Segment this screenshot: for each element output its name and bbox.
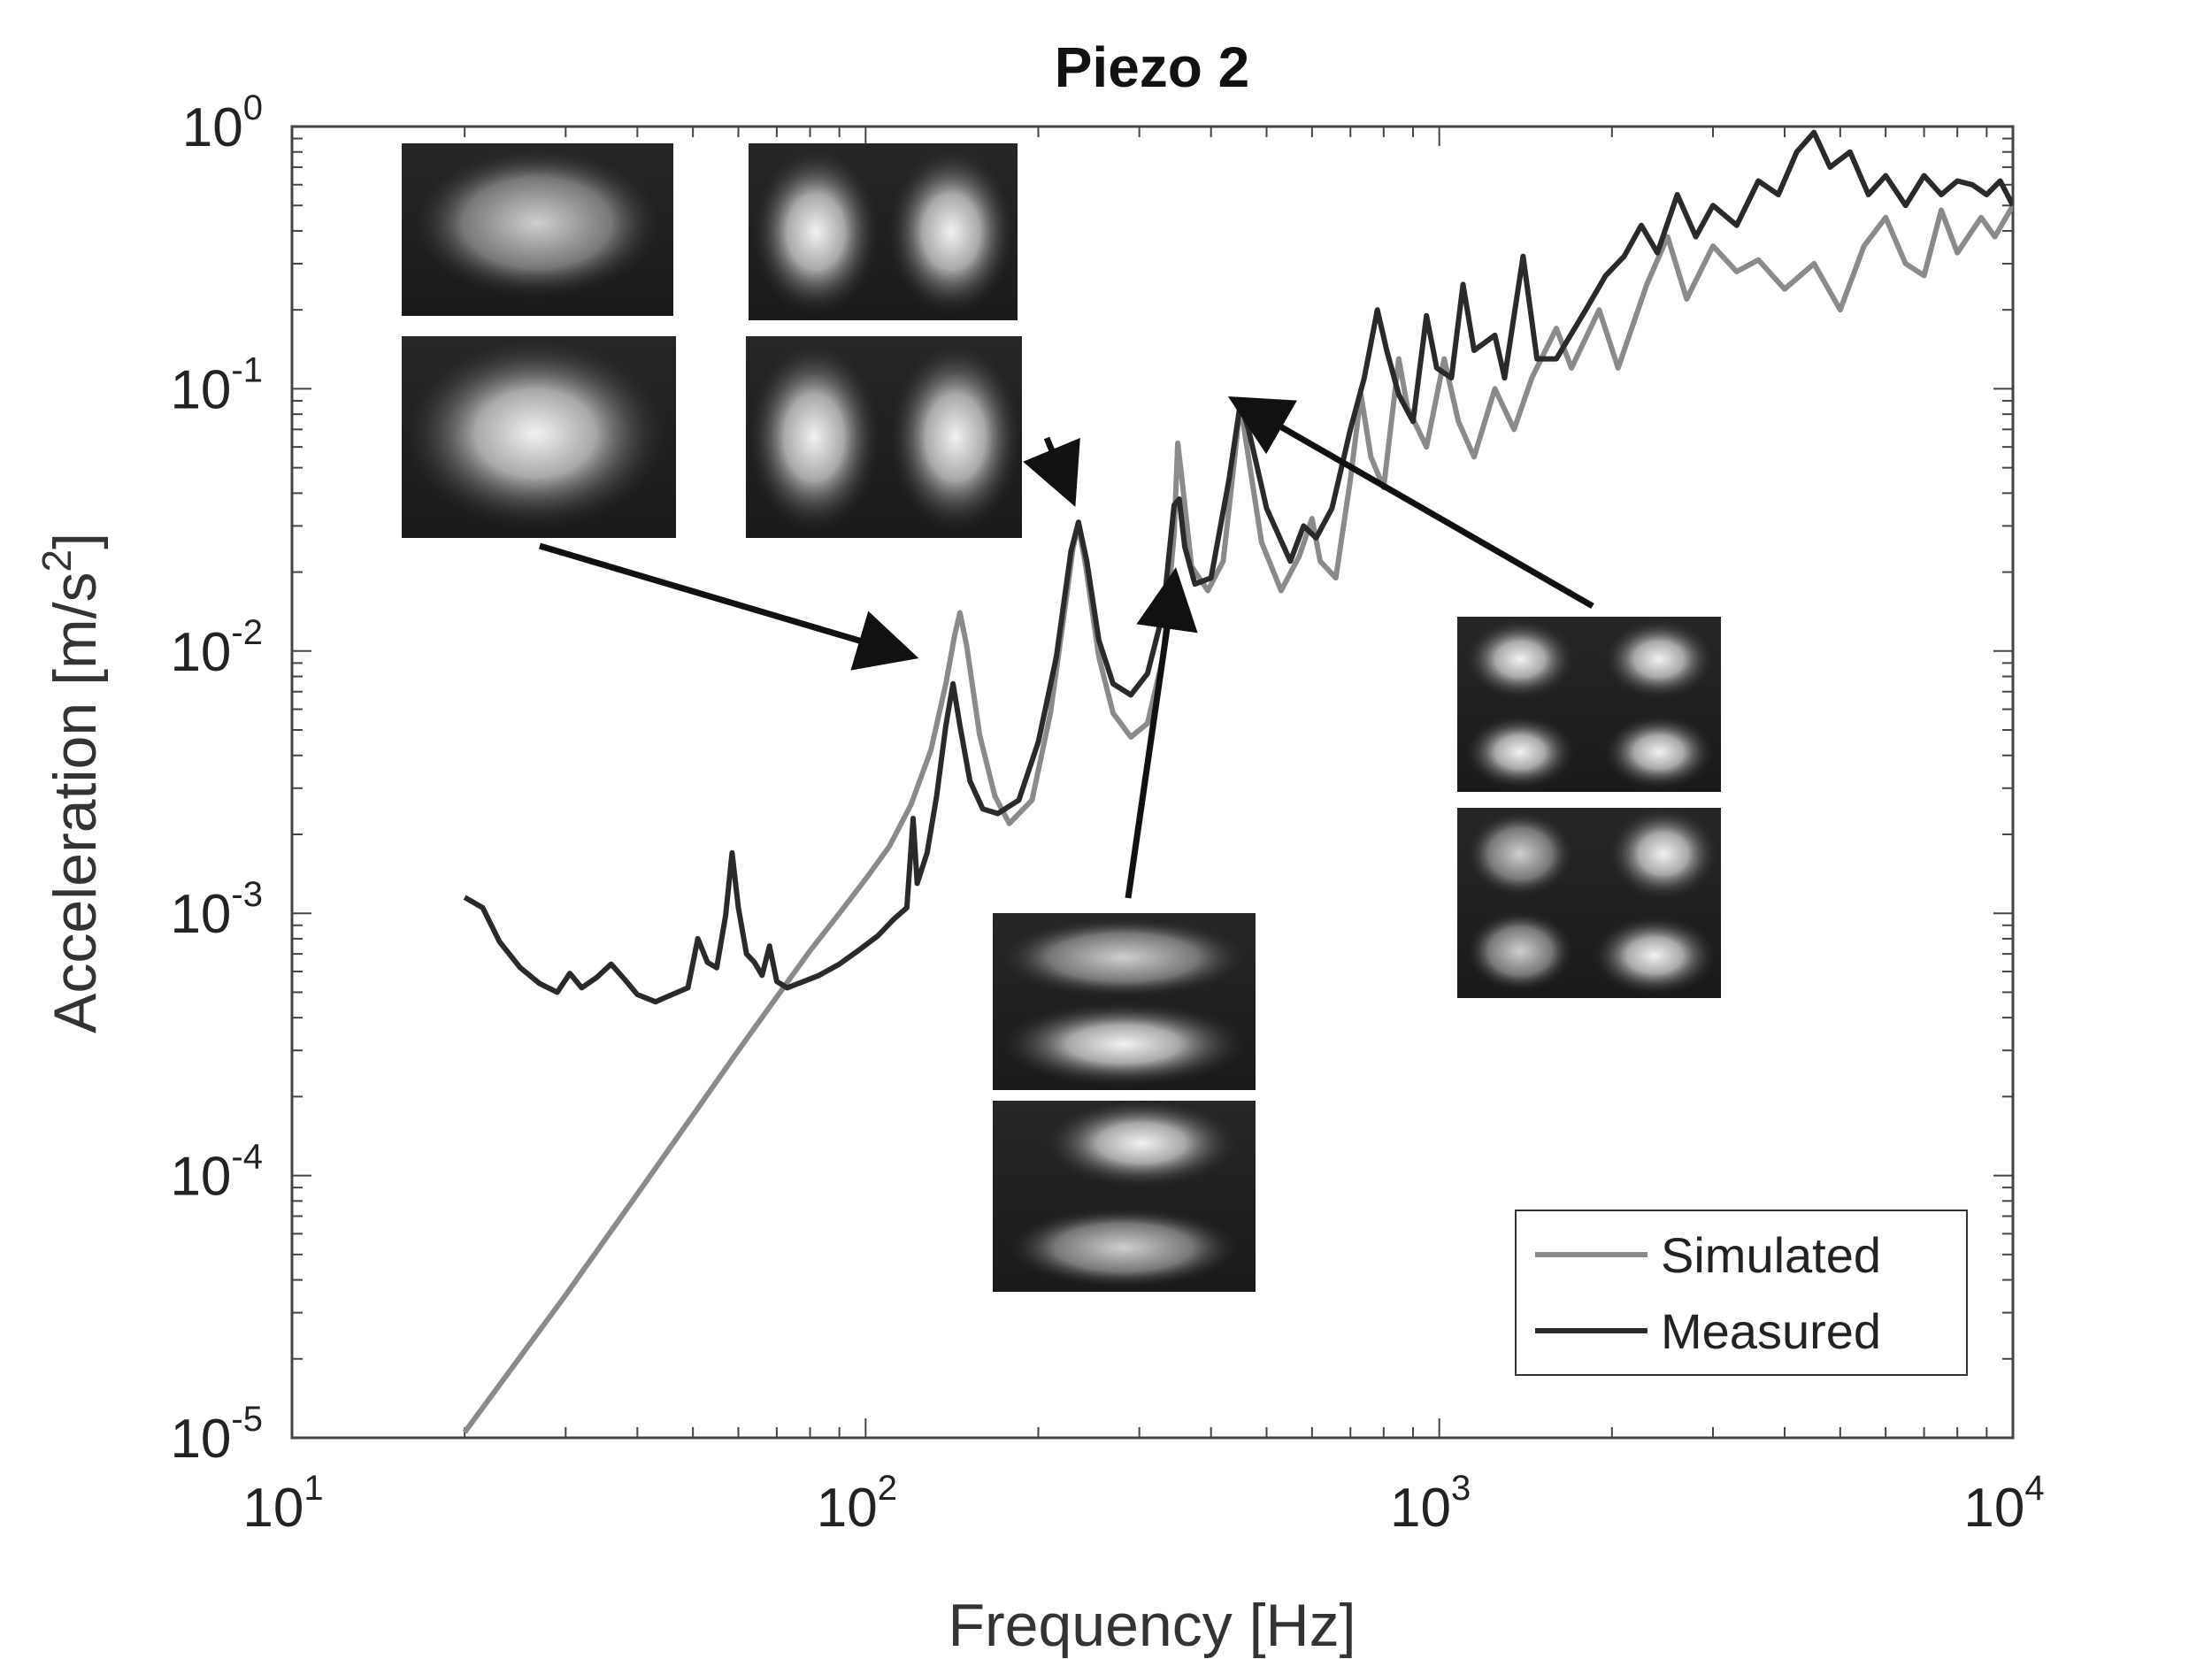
arrow-1 [539, 542, 919, 671]
y-tick-label: 10-3 [170, 875, 263, 945]
x-tick-label: 103 [1390, 1469, 1471, 1539]
legend: Simulated Measured [1515, 1210, 1968, 1376]
legend-label-measured: Measured [1661, 1303, 1881, 1359]
mode-shape-inset-4 [1457, 617, 1721, 998]
legend-box [1515, 1210, 1968, 1376]
x-tick-label: 102 [817, 1469, 897, 1539]
x-axis-label: Frequency [Hz] [948, 1592, 1356, 1659]
legend-label-simulated: Simulated [1661, 1227, 1881, 1283]
x-tick-label: 104 [1963, 1469, 2044, 1539]
y-axis-label-end: ] [42, 533, 109, 549]
y-axis-label-main: Acceleration [m/s [42, 572, 109, 1033]
arrow-2 [1023, 436, 1080, 507]
mode-shape-inset-3 [993, 913, 1256, 1292]
y-tick-label: 10-4 [170, 1138, 263, 1208]
y-tick-label: 10-2 [170, 613, 263, 683]
x-tick-label: 101 [242, 1469, 323, 1539]
x-tick-labels: 101 102 103 104 [242, 1469, 2044, 1539]
mode-shape-inset-2 [746, 143, 1022, 538]
y-tick-label: 100 [182, 88, 263, 158]
arrow-4 [1227, 396, 1594, 610]
annotation-arrows [539, 396, 1594, 899]
y-tick-labels: 100 10-1 10-2 10-3 10-4 10-5 [170, 88, 263, 1470]
y-tick-label: 10-1 [170, 350, 263, 420]
axis-ticks [291, 126, 2014, 1439]
arrow-3 [1125, 567, 1198, 899]
y-axis-label-exp: 2 [34, 549, 80, 572]
mode-shape-inset-1 [402, 143, 676, 538]
series-line-simulated [462, 204, 2013, 1434]
chart-title: Piezo 2 [1055, 35, 1250, 99]
y-tick-label: 10-5 [170, 1400, 263, 1470]
y-axis-label: Acceleration [m/s2] [34, 533, 109, 1033]
svg-text:Acceleration [m/s2]: Acceleration [m/s2] [34, 533, 109, 1033]
